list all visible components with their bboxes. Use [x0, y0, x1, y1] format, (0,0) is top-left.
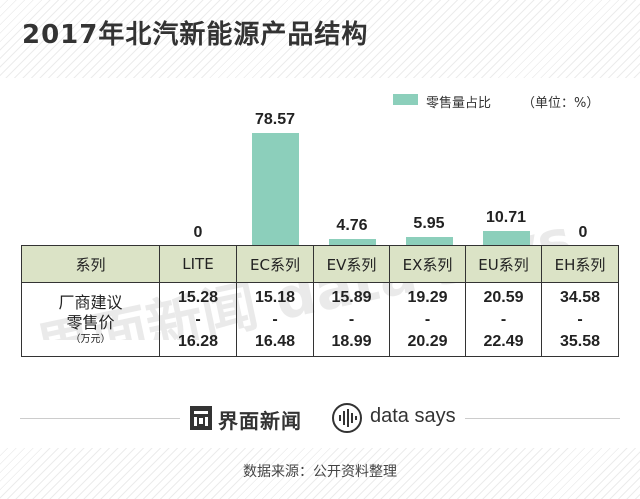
- data-says-icon: [332, 403, 362, 433]
- header-cell: EX系列: [390, 246, 466, 282]
- price-row-label: 厂商建议 零售价 （万元）: [22, 283, 160, 356]
- header-cell: LITE: [160, 246, 237, 282]
- brand-name-cn: 界面新闻: [218, 409, 302, 433]
- price-high: 16.48: [254, 332, 296, 350]
- price-low: 20.59: [483, 288, 524, 306]
- price-row-label-unit: （万元）: [70, 333, 111, 345]
- price-low: 15.18: [254, 288, 296, 306]
- header-cell: EH系列: [554, 255, 606, 274]
- source-note: 数据来源：公开资料整理: [243, 464, 397, 480]
- price-row-label-line1: 厂商建议: [58, 292, 123, 312]
- price-cell: 15.18 - 16.48: [237, 283, 314, 356]
- price-row-label-line2: 零售价: [66, 312, 115, 332]
- bar-value-label-0: 0: [193, 224, 203, 241]
- bar-4: [482, 231, 530, 246]
- bar-value-label-4: 10.71: [485, 209, 527, 226]
- price-cell: 15.28 - 16.28: [160, 283, 237, 356]
- bar-value-label-3: 5.95: [413, 215, 445, 232]
- bar-value-label-1: 78.57: [254, 111, 296, 128]
- footer-background: [0, 448, 640, 499]
- price-cell: 34.58 - 35.58: [542, 283, 618, 356]
- price-cell: 20.59 - 22.49: [466, 283, 542, 356]
- price-high: 20.29: [407, 332, 448, 350]
- header-cell: EC系列: [237, 246, 314, 282]
- price-cell: 19.29 - 20.29: [390, 283, 466, 356]
- bar-value-label-5: 0: [578, 224, 588, 241]
- price-high: 22.49: [483, 332, 524, 350]
- legend-label: 零售量占比: [426, 96, 492, 111]
- price-low: 19.29: [407, 288, 448, 306]
- price-low: 34.58: [559, 288, 601, 306]
- header-cell: EV系列: [314, 246, 390, 282]
- price-separator: -: [424, 310, 431, 328]
- bar-value-label-2: 4.76: [336, 217, 368, 234]
- legend-swatch: [393, 94, 418, 105]
- jiemian-logo-icon: [190, 406, 212, 430]
- brand-name-en: data says: [370, 405, 456, 427]
- brand-divider-right: [465, 418, 620, 419]
- price-separator: -: [195, 310, 201, 328]
- price-separator: -: [348, 310, 355, 328]
- price-high: 35.58: [559, 332, 601, 350]
- bar-3: [405, 237, 453, 246]
- price-low: 15.89: [331, 288, 372, 306]
- table-price-row: 厂商建议 零售价 （万元） 15.28 - 16.28 15.18 - 16.4…: [22, 283, 618, 356]
- price-separator: -: [500, 310, 507, 328]
- bar-1: [251, 133, 299, 246]
- header-cell: EU系列: [466, 246, 542, 282]
- chart-title: 2017年北汽新能源产品结构: [22, 20, 369, 50]
- header-series-label: 系列: [22, 246, 160, 282]
- price-table: 系列 LITE EC系列 EV系列 EX系列 EU系列 EH系列 厂商建议 零售…: [21, 245, 619, 357]
- brand-divider-left: [20, 418, 180, 419]
- table-header-row: 系列 LITE EC系列 EV系列 EX系列 EU系列 EH系列: [22, 246, 618, 283]
- bar-2: [328, 239, 376, 246]
- unit-label: （单位：%）: [522, 96, 600, 111]
- price-high: 18.99: [331, 332, 372, 350]
- header-background: [0, 0, 640, 78]
- price-separator: -: [577, 310, 583, 328]
- price-separator: -: [272, 310, 278, 328]
- price-cell: 15.89 - 18.99: [314, 283, 390, 356]
- price-low: 15.28: [177, 288, 219, 306]
- price-high: 16.28: [177, 332, 219, 350]
